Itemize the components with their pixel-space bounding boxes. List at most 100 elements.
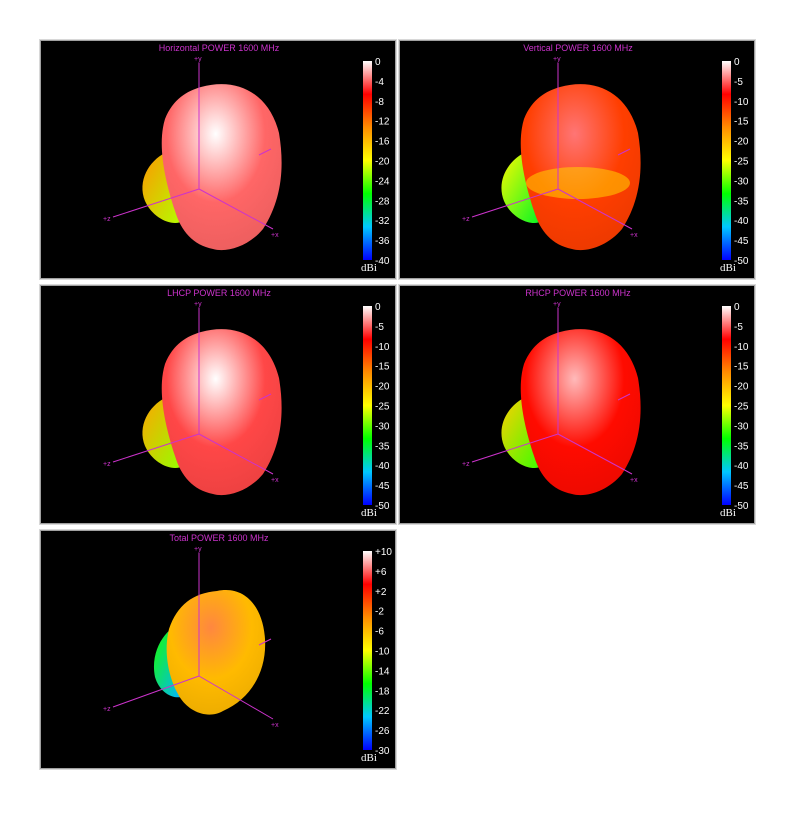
pattern-svg: RHCP POWER 1600 MHz 0 -5 -10 -15 -20 -25 -30 -35… [462, 288, 749, 519]
radiation-pattern-surface [142, 84, 282, 251]
z-axis-label: +z [103, 216, 111, 223]
colorbar-tick-label: -40 [375, 256, 390, 267]
colorbar [363, 551, 372, 750]
pattern-panel-horizontal: Horizontal POWER 1600 MHz 0 -4 -8 -12 -16 -20 -… [39, 39, 397, 280]
colorbar-tick-label: -18 [375, 686, 390, 697]
y-axis-label: +y [194, 301, 202, 308]
colorbar-unit: dBi [361, 262, 377, 274]
colorbar-tick-label: -10 [375, 647, 390, 658]
colorbar-tick-label: -30 [375, 746, 390, 757]
y-axis-label: +y [194, 546, 202, 553]
pattern-lobe-side [142, 398, 183, 468]
colorbar-tick-label: -35 [375, 441, 390, 452]
colorbar-tick-label: -8 [375, 97, 384, 108]
z-axis-line [112, 433, 200, 463]
x-axis-label: +x [271, 477, 279, 484]
colorbar-unit: dBi [361, 752, 377, 764]
pattern-svg: Horizontal POWER 1600 MHz 0 -4 -8 -12 -16 -20 -… [103, 43, 390, 274]
pattern-lobe-main [161, 329, 282, 496]
z-axis-label: +z [103, 461, 111, 468]
y-axis-label: +y [194, 56, 202, 63]
colorbar-tick-label: -6 [375, 627, 384, 638]
colorbar-tick-label: -10 [734, 97, 749, 108]
colorbar-tick-label: -16 [375, 137, 390, 148]
colorbar-tick-label: +10 [375, 547, 392, 558]
colorbar [363, 306, 372, 505]
x-axis-label: +x [271, 722, 279, 729]
x-axis-line [557, 188, 633, 230]
pattern-panel-vertical: Vertical POWER 1600 MHz 0 -5 -10 -15 -20 -25 -3… [398, 39, 756, 280]
colorbar-tick-label: -14 [375, 666, 390, 677]
colorbar-unit: dBi [720, 507, 736, 519]
y-axis-label: +y [553, 301, 561, 308]
colorbar-tick-label: -40 [375, 461, 390, 472]
pattern-panel-rhcp: RHCP POWER 1600 MHz 0 -5 -10 -15 -20 -25 -30 -35… [398, 284, 756, 525]
chart-title: Horizontal POWER 1600 MHz [159, 43, 280, 53]
colorbar-tick-label: -12 [375, 117, 390, 128]
z-axis-line [112, 188, 200, 218]
pattern-lobe-main [166, 590, 266, 715]
colorbar-tick-label: -28 [375, 196, 390, 207]
x-axis-label: +x [271, 232, 279, 239]
radiation-pattern-surface [501, 329, 641, 496]
axis-triad [112, 308, 274, 475]
colorbar-tick-label: -25 [375, 402, 390, 413]
pattern-svg: LHCP POWER 1600 MHz 0 -5 -10 -15 -20 -25 -30 -35… [103, 288, 390, 519]
radiation-pattern-surface [142, 329, 282, 496]
colorbar-tick-label: -5 [734, 322, 743, 333]
pattern-lobe-main [520, 329, 641, 496]
colorbar-tick-label: -25 [734, 402, 749, 413]
colorbar-tick-label: -30 [734, 421, 749, 432]
colorbar-tick-label: -30 [734, 176, 749, 187]
colorbar-tick-label: -20 [375, 157, 390, 168]
z-axis-label: +z [462, 216, 470, 223]
z-axis-line [471, 188, 559, 218]
colorbar-tick-label: -10 [734, 342, 749, 353]
colorbar-tick-label: -32 [375, 216, 390, 227]
axis-triad [471, 63, 633, 230]
colorbar-tick-label: -40 [734, 461, 749, 472]
chart-title: Total POWER 1600 MHz [169, 533, 269, 543]
colorbar-tick-label: 0 [375, 57, 381, 68]
colorbar-tick-label: -40 [734, 216, 749, 227]
colorbar-tick-label: -15 [734, 362, 749, 373]
pattern-panel-lhcp: LHCP POWER 1600 MHz 0 -5 -10 -15 -20 -25 -30 -35… [39, 284, 397, 525]
colorbar-tick-label: 0 [734, 302, 740, 313]
x-axis-label: +x [630, 477, 638, 484]
colorbar-tick-label: -30 [375, 421, 390, 432]
pattern-lobe-side [501, 398, 542, 468]
colorbar-tick-label: -26 [375, 726, 390, 737]
minor-axis-line [258, 148, 272, 156]
colorbar-tick-label: -50 [375, 501, 390, 512]
colorbar-tick-label: -15 [734, 117, 749, 128]
minor-axis-line [617, 148, 631, 156]
colorbar-tick-label: -50 [734, 501, 749, 512]
minor-axis-line [258, 393, 272, 401]
colorbar-tick-label: -22 [375, 706, 390, 717]
x-axis-line [198, 188, 274, 230]
chart-title: LHCP POWER 1600 MHz [167, 288, 271, 298]
minor-axis-line [617, 393, 631, 401]
colorbar-tick-label: -5 [734, 77, 743, 88]
colorbar-tick-label: 0 [375, 302, 381, 313]
y-axis-label: +y [553, 56, 561, 63]
axis-triad [471, 308, 633, 475]
colorbar-tick-label: -35 [734, 196, 749, 207]
colorbar-tick-label: +6 [375, 567, 387, 578]
pattern-panel-total: Total POWER 1600 MHz +10 +6 +2 -2 -6 -10 -14 -18… [39, 529, 397, 770]
colorbar-tick-label: -45 [734, 481, 749, 492]
colorbar-tick-label: -35 [734, 441, 749, 452]
colorbar-tick-label: -50 [734, 256, 749, 267]
chart-title: RHCP POWER 1600 MHz [525, 288, 631, 298]
colorbar-tick-label: -45 [375, 481, 390, 492]
pattern-svg: Vertical POWER 1600 MHz 0 -5 -10 -15 -20 -25 -3… [462, 43, 749, 274]
radiation-pattern-surface [153, 590, 266, 715]
minor-axis-line [258, 638, 272, 646]
colorbar-tick-label: +2 [375, 587, 387, 598]
colorbar-tick-label: -5 [375, 322, 384, 333]
colorbar-tick-label: -20 [734, 137, 749, 148]
colorbar-unit: dBi [361, 507, 377, 519]
colorbar [722, 306, 731, 505]
colorbar-tick-label: -20 [375, 382, 390, 393]
colorbar-tick-label: -2 [375, 607, 384, 618]
